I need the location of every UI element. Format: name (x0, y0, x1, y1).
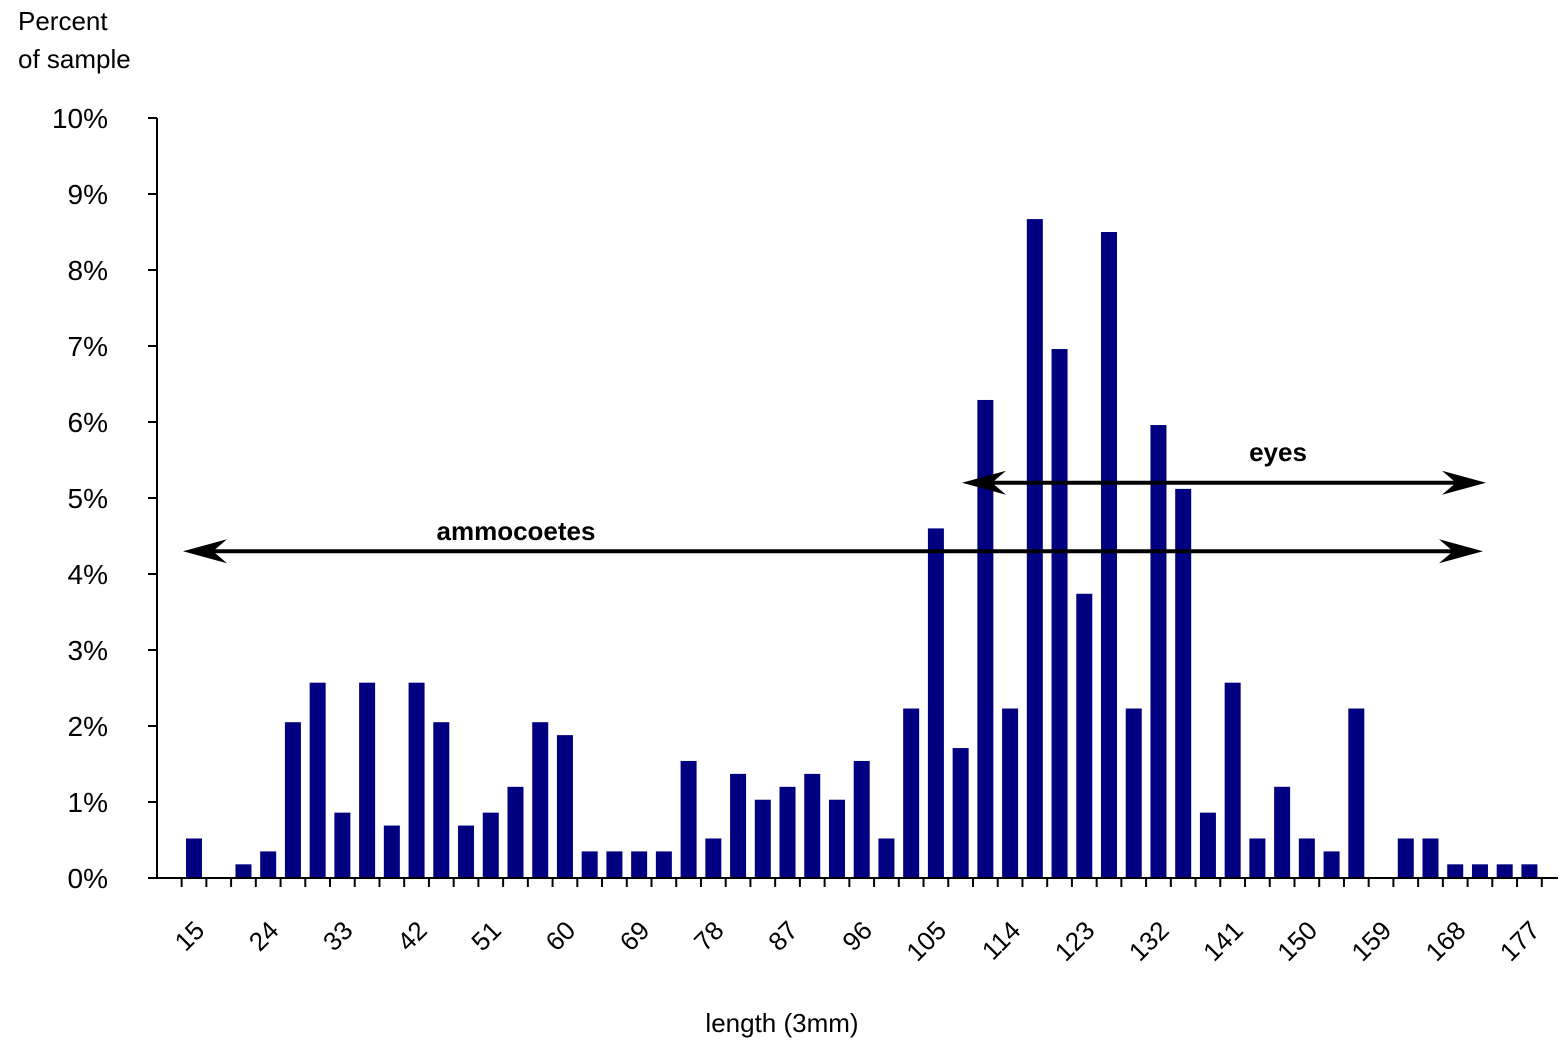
annotation-arrowhead-right (1442, 470, 1486, 495)
bar-78 (705, 838, 722, 878)
bar-132 (1150, 425, 1167, 878)
x-tick-label: 87 (762, 915, 804, 957)
x-tick-label: 96 (836, 915, 878, 957)
bar-138 (1199, 812, 1216, 878)
y-tick-label: 3% (68, 635, 108, 666)
x-tick-label: 78 (688, 915, 730, 957)
y-tick-label: 7% (68, 331, 108, 362)
bar-15 (186, 838, 202, 878)
bar-30 (309, 682, 326, 878)
y-axis-label-line-2: of sample (18, 44, 131, 74)
bar-42 (408, 682, 425, 878)
bar-99 (878, 838, 895, 878)
bar-174 (1496, 864, 1513, 878)
bar-177 (1521, 864, 1538, 878)
x-tick-label: 177 (1494, 915, 1546, 967)
bar-51 (482, 812, 499, 878)
bar-168 (1447, 864, 1464, 878)
bar-123 (1076, 593, 1093, 878)
bar-39 (383, 825, 400, 878)
bar-105 (927, 528, 944, 878)
y-tick-label: 4% (68, 559, 108, 590)
bar-144 (1249, 838, 1266, 878)
y-tick-label: 10% (52, 103, 108, 134)
x-tick-label: 69 (614, 915, 656, 957)
bar-96 (853, 760, 870, 878)
bar-153 (1323, 851, 1340, 878)
y-axis-label-line-1: Percent (18, 6, 108, 36)
y-tick-label: 6% (68, 407, 108, 438)
bar-36 (359, 682, 376, 878)
bar-102 (903, 708, 920, 878)
bar-27 (284, 722, 301, 878)
bar-24 (260, 851, 277, 878)
bar-81 (730, 773, 747, 878)
x-tick-label: 42 (391, 915, 433, 957)
bar-21 (235, 864, 252, 878)
bar-120 (1051, 349, 1068, 878)
y-tick-label: 9% (68, 179, 108, 210)
y-tick-label: 0% (68, 863, 108, 894)
y-tick-label: 5% (68, 483, 108, 514)
bar-141 (1224, 682, 1241, 878)
x-tick-label: 168 (1420, 915, 1472, 967)
y-tick-label: 1% (68, 787, 108, 818)
bar-87 (779, 786, 796, 878)
bar-72 (655, 851, 672, 878)
bar-156 (1348, 708, 1365, 878)
bar-129 (1125, 708, 1142, 878)
bar-66 (606, 851, 623, 878)
bar-60 (556, 735, 573, 878)
bar-117 (1026, 219, 1043, 878)
bar-135 (1175, 488, 1192, 878)
x-axis-title: length (3mm) (705, 1008, 859, 1038)
bar-57 (532, 722, 549, 878)
x-tick-label: 159 (1345, 915, 1397, 967)
x-tick-label: 60 (540, 915, 582, 957)
bar-171 (1471, 864, 1488, 878)
x-tick-label: 24 (243, 915, 285, 957)
bar-93 (828, 799, 845, 878)
bar-108 (952, 748, 969, 878)
bar-126 (1101, 232, 1118, 878)
bar-33 (334, 812, 351, 878)
x-tick-label: 123 (1049, 915, 1101, 967)
bar-150 (1298, 838, 1315, 878)
y-tick-label: 2% (68, 711, 108, 742)
x-tick-label: 33 (317, 915, 359, 957)
x-tick-label: 150 (1271, 915, 1323, 967)
x-tick-label: 141 (1197, 915, 1249, 967)
bar-48 (458, 825, 475, 878)
bar-45 (433, 722, 450, 878)
annotation-arrowhead-left (962, 470, 1006, 495)
x-tick-label: 105 (900, 915, 952, 967)
bar-147 (1274, 786, 1291, 878)
x-tick-label: 15 (169, 915, 211, 957)
bar-90 (804, 773, 821, 878)
bar-54 (507, 786, 524, 878)
x-tick-label: 114 (976, 915, 1027, 966)
bar-75 (680, 760, 697, 878)
x-tick-label: 51 (465, 915, 507, 957)
bar-69 (631, 851, 648, 878)
bar-84 (754, 799, 771, 878)
bar-165 (1422, 838, 1439, 878)
annotation-label-eyes: eyes (1249, 437, 1307, 467)
annotation-label-ammocoetes: ammocoetes (437, 516, 596, 546)
bar-63 (581, 851, 598, 878)
annotation-arrowhead-right (1439, 539, 1483, 564)
bar-111 (977, 399, 994, 878)
x-tick-label: 132 (1123, 915, 1175, 967)
bar-114 (1002, 708, 1019, 878)
y-tick-label: 8% (68, 255, 108, 286)
bar-162 (1397, 838, 1414, 878)
annotation-arrowhead-left (183, 539, 227, 564)
